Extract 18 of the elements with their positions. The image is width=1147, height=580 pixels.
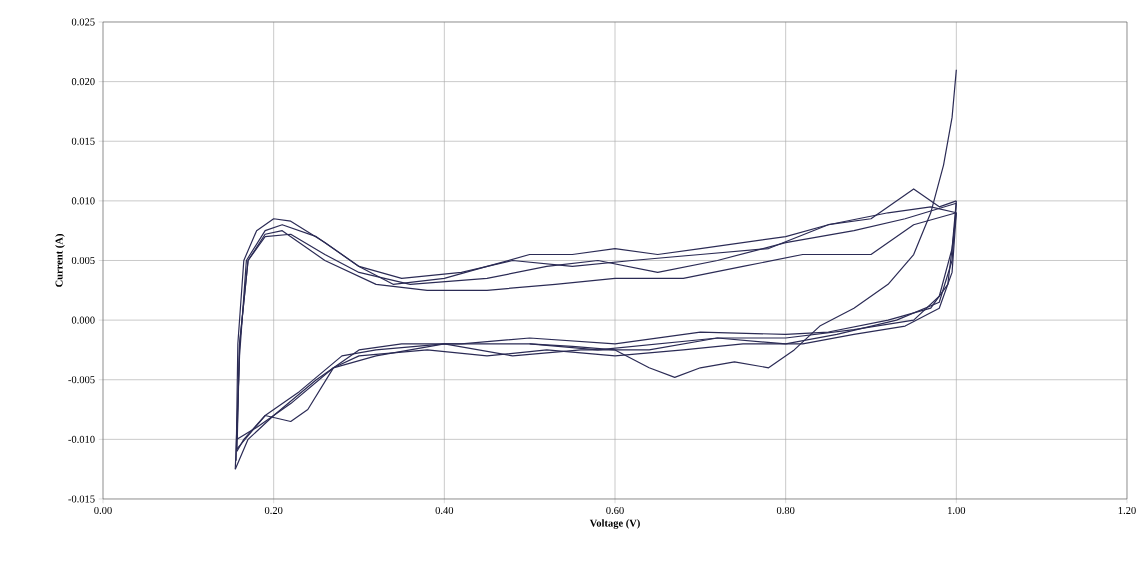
x-tick-label: 0.00	[94, 506, 112, 515]
x-axis-title: Voltage (V)	[589, 519, 640, 529]
y-tick-label: 0.000	[71, 316, 95, 324]
x-tick-label: 0.60	[606, 506, 624, 515]
y-tick-label: -0.005	[68, 376, 95, 384]
y-tick-label: 0.025	[71, 18, 95, 26]
x-tick-label: 0.80	[776, 506, 795, 515]
x-tick-label: 1.00	[948, 506, 966, 515]
y-tick-label: 0.015	[71, 137, 95, 145]
y-tick-label: 0.010	[71, 197, 95, 205]
x-tick-label: 0.20	[264, 506, 283, 515]
y-tick-label: 0.020	[71, 78, 95, 86]
y-tick-label: 0.005	[71, 256, 95, 265]
y-tick-label: -0.010	[68, 435, 95, 443]
y-tick-label: -0.015	[68, 495, 95, 503]
x-tick-label: 0.40	[435, 506, 454, 515]
x-tick-label: 1.20	[1118, 506, 1136, 515]
y-axis-title: Current (A)	[55, 234, 65, 287]
